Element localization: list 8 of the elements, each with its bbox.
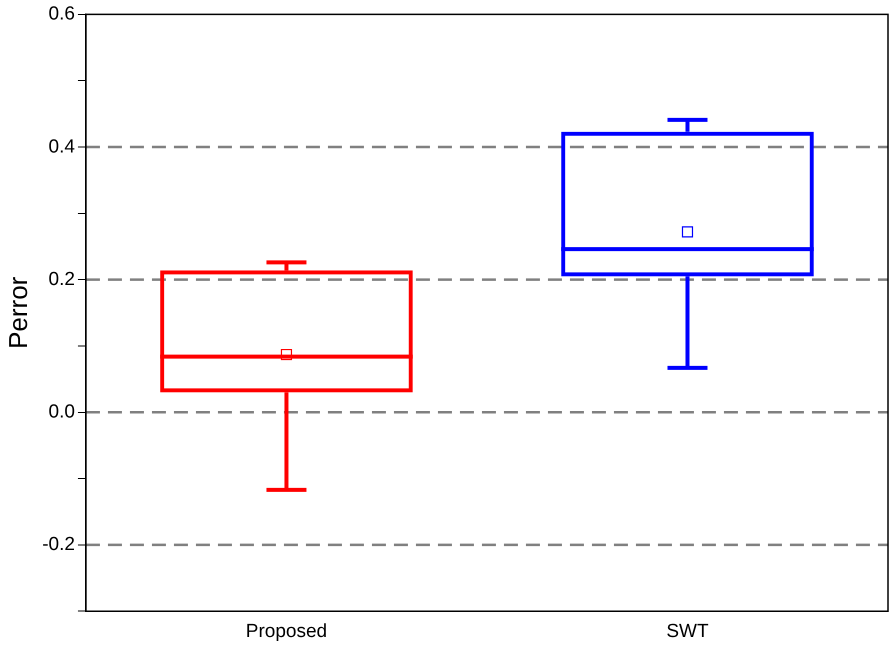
y-tick-label: 0.4 bbox=[48, 136, 76, 158]
y-tick-label: -0.2 bbox=[42, 534, 75, 556]
y-tick-label: 0.2 bbox=[48, 268, 75, 290]
y-axis-title: Perror bbox=[2, 276, 33, 349]
y-tick-label: 0.0 bbox=[48, 402, 75, 422]
y-tick-label: 0.6 bbox=[48, 4, 75, 25]
x-tick-label: SWT bbox=[666, 620, 709, 642]
x-tick-label: Proposed bbox=[246, 620, 328, 642]
